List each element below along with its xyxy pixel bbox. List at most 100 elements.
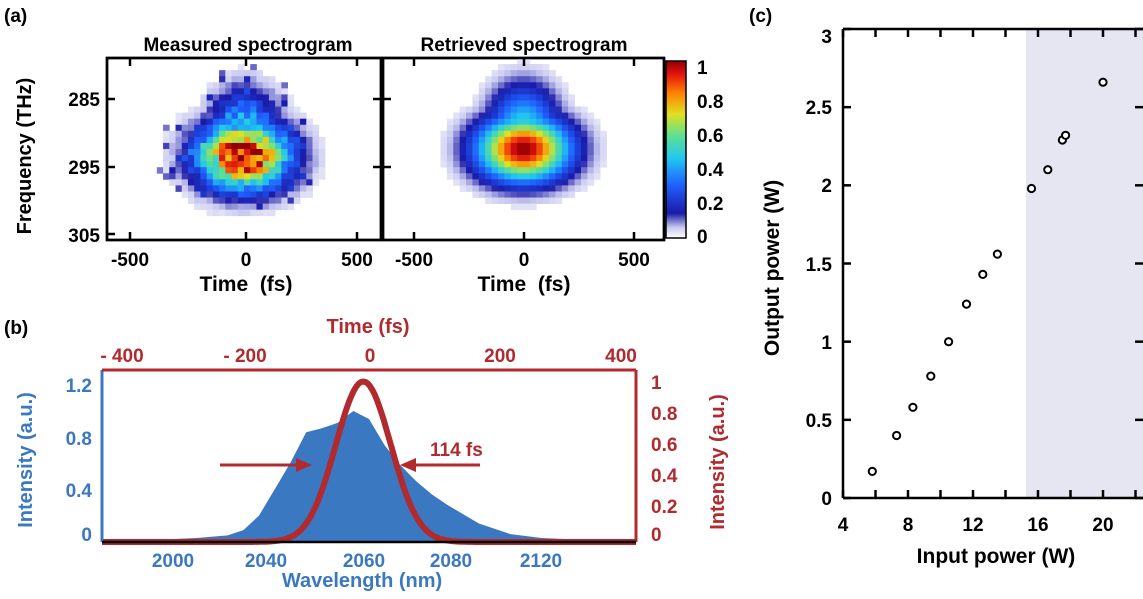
heatmap-cell (275, 130, 282, 138)
heatmap-cell (244, 142, 251, 150)
heatmap-cell (529, 161, 537, 168)
heatmap-cell (244, 155, 251, 162)
heatmap-cell (250, 124, 257, 132)
cbar-tick-0.2: 0.2 (697, 194, 723, 215)
panel-b: (b) Time (fs) - 400 - 200 0 200 400 1.2 … (4, 316, 729, 592)
heatmap-cell (593, 118, 601, 126)
heatmap-cell (529, 64, 537, 71)
heatmap-cell (485, 118, 492, 126)
heatmap-cell (287, 203, 295, 211)
heatmap-cell (549, 94, 556, 101)
heatmap-cell (497, 136, 505, 144)
heatmap-cell (555, 118, 563, 126)
bottom-tick-2000: 2000 (152, 551, 194, 572)
heatmap-cell (517, 124, 524, 132)
heatmap-cell (181, 142, 189, 150)
heatmap-cell (194, 197, 201, 204)
heatmap-cell (293, 185, 301, 192)
heatmap-cell (600, 155, 607, 162)
heatmap-cell (200, 106, 208, 113)
heatmap-cell (194, 179, 201, 186)
heatmap-cell (181, 130, 189, 138)
heatmap-cell (523, 149, 531, 156)
colorbar-ticks: 1 0.8 0.6 0.4 0.2 0 (697, 58, 724, 248)
heatmap-cell (250, 197, 257, 204)
heatmap-cell (175, 167, 183, 174)
heatmap-cell (268, 142, 276, 150)
heatmap-cell (472, 191, 480, 198)
heatmap-cell (237, 155, 245, 162)
c-ytick-2: 2 (821, 176, 832, 197)
heatmap-cell (561, 112, 569, 120)
heatmap-cell (275, 142, 282, 150)
heatmap-cell (250, 118, 257, 126)
heatmap-cell (504, 197, 512, 204)
heatmap-cell (244, 167, 251, 174)
heatmap-cell (231, 82, 239, 89)
heatmap-cell (300, 130, 307, 138)
heatmap-cell (256, 94, 264, 101)
heatmap-cell (268, 124, 276, 132)
heatmap-cell (478, 149, 486, 156)
panel-b-label: (b) (4, 318, 28, 339)
heatmap-cell (281, 179, 288, 186)
heatmap-cell (485, 136, 492, 144)
heatmap-cell (542, 191, 550, 198)
heatmap-cell (491, 118, 499, 126)
top-tick-0: 0 (365, 346, 376, 367)
heatmap-cell (568, 106, 575, 113)
heatmap-cell (312, 149, 320, 156)
heatmap-cell (555, 76, 563, 83)
panel-c-xlabel: Input power (W) (917, 545, 1076, 568)
heatmap-cell (580, 155, 588, 162)
left-tick-0: 0 (81, 525, 92, 546)
heatmap-cell (219, 161, 226, 168)
heatmap-cell (244, 94, 251, 101)
heatmap-cell (580, 167, 588, 174)
scatter-point (978, 269, 988, 279)
heatmap-cell (440, 155, 448, 162)
heatmap-cell (187, 197, 195, 204)
heatmap-cell (312, 130, 320, 138)
heatmap-cell (293, 118, 301, 126)
heatmap-cell (466, 106, 473, 113)
heatmap-cell (459, 161, 467, 168)
heatmap-cell (206, 203, 214, 211)
heatmap-cell (262, 197, 270, 204)
heatmap-cell (250, 209, 257, 217)
fwhm-label: 114 fs (430, 440, 483, 461)
heatmap-cell (306, 142, 313, 150)
heatmap-cell (262, 88, 270, 95)
heatmap-cell (574, 112, 582, 120)
heatmap-cell (549, 70, 556, 77)
heatmap-cell (244, 191, 251, 198)
heatmap-cell (175, 118, 183, 126)
heatmap-cell (237, 94, 245, 101)
heatmap-cell (163, 173, 170, 180)
heatmap-cell (200, 130, 208, 138)
heatmap-cell (281, 88, 288, 95)
heatmap-cell (472, 118, 480, 126)
heatmap-cell (231, 155, 239, 162)
heatmap-cell (478, 167, 486, 174)
heatmap-cell (466, 173, 473, 180)
heatmap-cell (536, 130, 544, 138)
heatmap-cell (478, 100, 486, 107)
heatmap-cell (561, 149, 569, 156)
heatmap-cell (225, 209, 232, 217)
heatmap-cell (200, 167, 208, 174)
heatmap-cell (510, 118, 518, 126)
heatmap-cell (536, 82, 544, 89)
heatmap-cell (587, 155, 595, 162)
heatmap-cell (206, 167, 214, 174)
heatmap-cell (453, 155, 461, 162)
heatmap-cell (523, 70, 531, 77)
heatmap-cell (312, 155, 320, 162)
heatmap-cell (275, 118, 282, 126)
heatmap-cell (287, 124, 295, 132)
heatmap-cell (574, 130, 582, 138)
heatmap-cell (593, 124, 601, 132)
heatmap-cell (244, 179, 251, 186)
heatmap-cell (225, 142, 232, 150)
heatmap-cell (237, 100, 245, 107)
